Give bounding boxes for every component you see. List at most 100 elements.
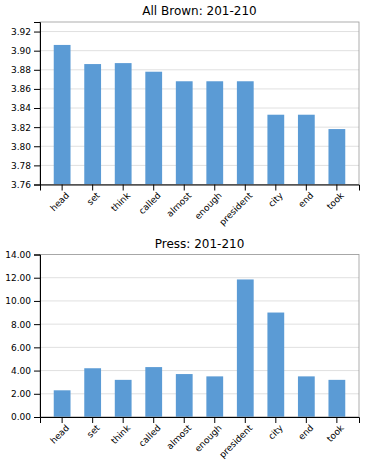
tick-mark xyxy=(62,417,63,423)
tick-mark xyxy=(306,417,307,423)
tick-label: 14.00 xyxy=(5,250,31,260)
tick-mark xyxy=(123,417,124,423)
tick-mark xyxy=(34,255,40,256)
plot-frame xyxy=(40,255,359,418)
tick: 4.00 xyxy=(11,366,40,376)
y-axis: 0.00 2.00 4.00 6.00 8.00 10.00 12.00 14.00 xyxy=(5,250,40,423)
tick-label: 3.88 xyxy=(11,65,31,75)
panel: 0.00 2.00 4.00 6.00 8.00 10.00 12.00 14.00 heads… xyxy=(5,237,359,460)
tick: end xyxy=(296,185,315,210)
tick-label: head xyxy=(48,423,71,446)
tick-label: 12.00 xyxy=(5,273,31,283)
tick-label: 0.00 xyxy=(11,412,31,422)
tick: 0.00 xyxy=(11,412,40,422)
tick-label: took xyxy=(325,422,347,444)
tick: head xyxy=(48,185,71,214)
grid-line xyxy=(40,347,359,348)
tick-mark xyxy=(92,417,93,423)
tick-label: 4.00 xyxy=(11,366,31,376)
tick: 2.00 xyxy=(11,389,40,399)
tick: called xyxy=(137,417,163,449)
tick-mark xyxy=(153,417,154,423)
tick-label: 10.00 xyxy=(5,296,31,306)
tick-label: think xyxy=(109,190,133,214)
tick-label: set xyxy=(85,422,102,439)
tick: took xyxy=(325,185,347,212)
tick: 3.76 xyxy=(11,180,40,190)
tick: 3.80 xyxy=(11,142,40,152)
tick: 6.00 xyxy=(11,343,40,353)
tick-label: 8.00 xyxy=(11,320,31,330)
tick-mark xyxy=(34,278,40,279)
tick-mark xyxy=(336,185,337,191)
tick-label: president xyxy=(217,422,254,459)
tick-label: city xyxy=(266,190,285,209)
tick-mark xyxy=(336,417,337,423)
tick-mark xyxy=(214,185,215,191)
tick-mark xyxy=(153,185,154,191)
tick-mark xyxy=(34,146,40,147)
axis-line xyxy=(41,418,360,424)
bar xyxy=(145,72,162,185)
tick: 8.00 xyxy=(11,320,40,330)
tick: think xyxy=(109,417,133,446)
tick-mark xyxy=(275,185,276,191)
tick: almost xyxy=(165,417,194,451)
tick-label: think xyxy=(109,422,133,446)
tick-label: called xyxy=(137,423,163,449)
bar xyxy=(267,115,284,185)
tick-label: enough xyxy=(193,423,224,454)
tick: set xyxy=(85,185,102,208)
tick-mark xyxy=(34,108,40,109)
plot-area: 0.00 2.00 4.00 6.00 8.00 10.00 12.00 14.00 heads… xyxy=(5,250,359,460)
grid-line xyxy=(40,277,359,278)
bar xyxy=(54,390,71,417)
tick-label: took xyxy=(325,190,347,212)
tick: 14.00 xyxy=(5,250,40,260)
bar xyxy=(115,63,132,184)
bars xyxy=(54,279,346,417)
bar xyxy=(206,376,223,417)
tick: 3.92 xyxy=(11,27,40,37)
tick: think xyxy=(109,185,133,214)
tick: president xyxy=(217,417,254,460)
tick-label: 3.80 xyxy=(11,142,31,152)
x-axis: headsetthinkcalledalmostenoughpresidentc… xyxy=(41,417,360,460)
bar xyxy=(84,64,101,184)
tick-mark xyxy=(34,70,40,71)
tick-label: 3.84 xyxy=(11,103,31,113)
tick-label: called xyxy=(137,190,163,216)
tick-mark xyxy=(306,185,307,191)
bars xyxy=(54,45,346,185)
grid-line xyxy=(40,300,359,301)
bar xyxy=(84,368,101,417)
tick-label: 3.90 xyxy=(11,46,31,56)
tick: president xyxy=(217,185,254,228)
tick-label: president xyxy=(217,190,254,227)
figure: 3.763.783.803.823.843.863.883.903.92head… xyxy=(0,0,369,465)
tick-label: almost xyxy=(165,190,194,219)
tick: called xyxy=(137,185,163,217)
tick-label: 3.92 xyxy=(11,27,31,37)
tick-mark xyxy=(34,301,40,302)
tick-mark xyxy=(34,185,40,186)
tick-mark xyxy=(245,185,246,191)
tick-mark xyxy=(34,165,40,166)
tick-mark xyxy=(34,32,40,33)
tick-mark xyxy=(34,394,40,395)
tick: enough xyxy=(193,185,224,222)
tick: 3.88 xyxy=(11,65,40,75)
bar xyxy=(267,313,284,417)
x-axis: headset thinkcalledalmostenoughpresident c… xyxy=(41,185,360,228)
y-axis: 3.763.783.803.823.843.863.883.903.92 xyxy=(11,23,41,190)
grid xyxy=(40,255,359,418)
bar xyxy=(328,380,345,417)
tick-mark xyxy=(245,417,246,423)
bar xyxy=(237,279,254,417)
bar xyxy=(54,45,71,185)
tick-label: end xyxy=(296,423,315,442)
tick: 3.86 xyxy=(11,84,40,94)
grid-line xyxy=(40,31,359,32)
tick: enough xyxy=(193,417,224,454)
tick: 3.84 xyxy=(11,103,40,113)
